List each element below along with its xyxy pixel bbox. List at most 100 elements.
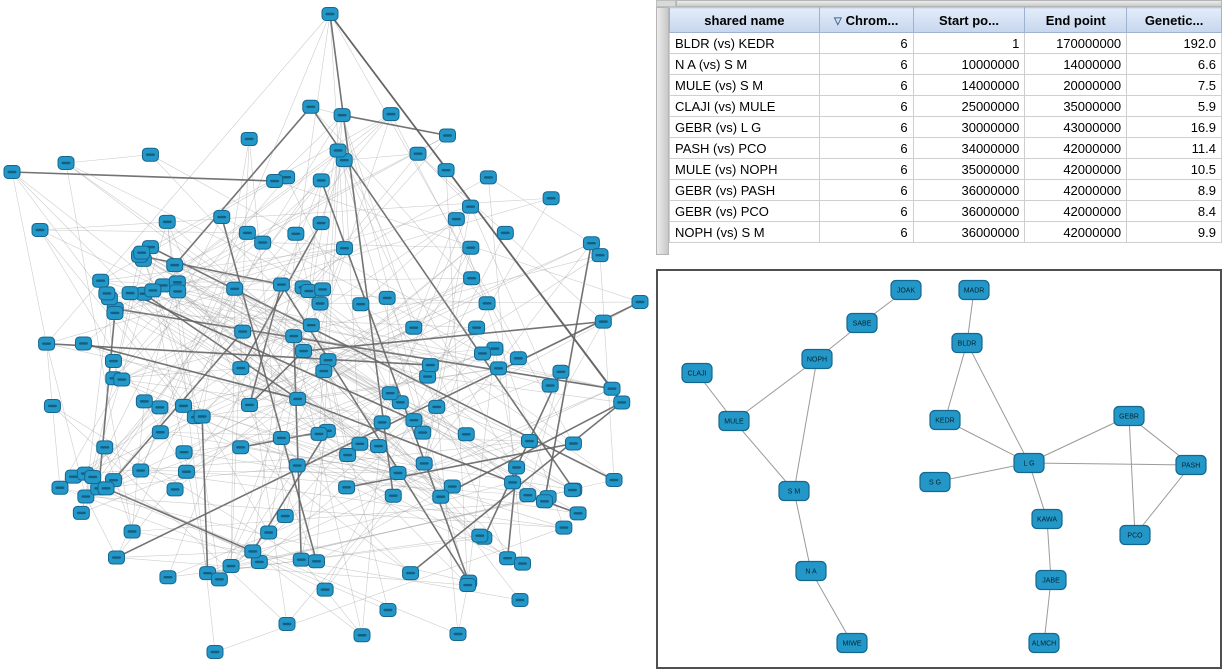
network-node[interactable] bbox=[405, 413, 423, 428]
network-node[interactable] bbox=[133, 245, 151, 260]
network-node[interactable] bbox=[603, 381, 621, 396]
network-node[interactable] bbox=[499, 551, 517, 566]
network-node[interactable] bbox=[158, 214, 176, 229]
network-node[interactable] bbox=[496, 225, 514, 240]
network-node[interactable] bbox=[166, 258, 184, 273]
table-row[interactable]: GEBR (vs) PASH 6 36000000 42000000 8.9 bbox=[669, 179, 1222, 201]
network-node[interactable] bbox=[302, 99, 320, 114]
network-node[interactable] bbox=[302, 318, 320, 333]
network-node[interactable] bbox=[72, 505, 90, 520]
edge-NA-MIWE[interactable] bbox=[810, 570, 853, 644]
table-row[interactable]: PASH (vs) PCO 6 34000000 42000000 11.4 bbox=[669, 137, 1222, 159]
network-node[interactable] bbox=[389, 465, 407, 480]
network-node[interactable] bbox=[591, 248, 609, 263]
network-node[interactable] bbox=[272, 430, 290, 445]
network-node[interactable] bbox=[289, 391, 307, 406]
network-node[interactable] bbox=[287, 226, 305, 241]
network-node[interactable] bbox=[166, 482, 184, 497]
network-node[interactable] bbox=[107, 550, 125, 565]
network-node[interactable] bbox=[222, 559, 240, 574]
network-node[interactable] bbox=[96, 440, 114, 455]
network-node[interactable] bbox=[511, 593, 529, 607]
network-node[interactable] bbox=[541, 378, 559, 393]
column-header-start-position[interactable]: Start po... bbox=[912, 7, 1026, 33]
network-node[interactable] bbox=[378, 290, 396, 305]
node-PCO[interactable]: PCO bbox=[1119, 524, 1151, 546]
network-node[interactable] bbox=[250, 554, 268, 569]
network-node[interactable] bbox=[402, 566, 420, 581]
table-horizontal-scrollbar[interactable] bbox=[676, 0, 1222, 7]
network-node[interactable] bbox=[462, 240, 480, 255]
node-MIWE[interactable]: MIWE bbox=[836, 632, 868, 654]
network-node[interactable] bbox=[226, 281, 244, 296]
table-row[interactable]: CLAJI (vs) MULE 6 25000000 35000000 5.9 bbox=[669, 95, 1222, 117]
network-node[interactable] bbox=[335, 241, 353, 256]
network-node[interactable] bbox=[535, 494, 553, 509]
network-node[interactable] bbox=[177, 464, 195, 479]
network-node[interactable] bbox=[613, 395, 631, 410]
network-node[interactable] bbox=[175, 445, 193, 460]
network-node[interactable] bbox=[123, 524, 141, 539]
network-node[interactable] bbox=[490, 361, 508, 376]
node-MADR[interactable]: MADR bbox=[958, 279, 990, 301]
node-LG[interactable]: L G bbox=[1013, 452, 1045, 474]
network-node[interactable] bbox=[520, 434, 538, 449]
node-BLDR[interactable]: BLDR bbox=[951, 332, 983, 354]
network-node[interactable] bbox=[238, 225, 256, 240]
network-node[interactable] bbox=[379, 603, 397, 617]
table-row[interactable]: GEBR (vs) L G 6 30000000 43000000 16.9 bbox=[669, 116, 1222, 138]
network-node[interactable] bbox=[563, 483, 581, 498]
network-node[interactable] bbox=[113, 372, 131, 387]
network-node[interactable] bbox=[382, 107, 400, 122]
network-node[interactable] bbox=[31, 223, 49, 237]
network-node[interactable] bbox=[449, 627, 467, 641]
network-node[interactable] bbox=[260, 525, 278, 540]
network-node[interactable] bbox=[457, 427, 475, 442]
network-node[interactable] bbox=[329, 143, 347, 158]
node-PASH[interactable]: PASH bbox=[1175, 454, 1207, 476]
node-JABE[interactable]: JABE bbox=[1035, 569, 1067, 591]
node-JOAK[interactable]: JOAK bbox=[890, 279, 922, 301]
network-node[interactable] bbox=[232, 440, 250, 455]
network-node[interactable] bbox=[479, 170, 497, 185]
network-node[interactable] bbox=[542, 191, 560, 206]
network-node[interactable] bbox=[311, 296, 329, 311]
network-node[interactable] bbox=[97, 481, 115, 496]
network-node[interactable] bbox=[213, 210, 231, 225]
network-node[interactable] bbox=[144, 283, 162, 298]
network-node[interactable] bbox=[51, 480, 69, 495]
network-node[interactable] bbox=[474, 346, 492, 361]
network-node[interactable] bbox=[310, 426, 328, 441]
network-node[interactable] bbox=[84, 469, 102, 484]
network-node[interactable] bbox=[369, 439, 387, 454]
network-node[interactable] bbox=[169, 284, 187, 299]
edge-NOPH-SM[interactable] bbox=[793, 358, 818, 492]
network-node[interactable] bbox=[564, 436, 582, 451]
network-node[interactable] bbox=[443, 479, 461, 494]
node-KAWA[interactable]: KAWA bbox=[1031, 508, 1063, 530]
edge-BLDR-KEDR[interactable] bbox=[944, 342, 968, 421]
network-node[interactable] bbox=[552, 364, 570, 379]
network-node[interactable] bbox=[43, 398, 61, 413]
network-node[interactable] bbox=[77, 489, 95, 504]
subnetwork-view[interactable]: JOAK MADR SABE NOPH BLDR CLAJI MULE KEDR GEBR L G… bbox=[658, 271, 1220, 667]
table-row[interactable]: GEBR (vs) PCO 6 36000000 42000000 8.4 bbox=[669, 200, 1222, 222]
network-node[interactable] bbox=[210, 572, 228, 587]
network-node[interactable] bbox=[276, 509, 294, 524]
edge-PASH-PCO[interactable] bbox=[1134, 464, 1192, 536]
network-node[interactable] bbox=[121, 286, 139, 301]
network-node[interactable] bbox=[555, 520, 573, 535]
network-node[interactable] bbox=[312, 216, 330, 231]
node-CLAJI[interactable]: CLAJI bbox=[681, 362, 713, 384]
network-node[interactable] bbox=[353, 628, 371, 643]
network-node[interactable] bbox=[582, 236, 600, 251]
edge-JABE-ALMCH[interactable] bbox=[1043, 579, 1052, 644]
table-row[interactable]: N A (vs) S M 6 10000000 14000000 6.6 bbox=[669, 53, 1222, 75]
network-node[interactable] bbox=[468, 320, 486, 335]
network-node[interactable] bbox=[272, 277, 290, 292]
edge-NOPH-MULE[interactable] bbox=[733, 358, 818, 422]
network-node[interactable] bbox=[605, 473, 623, 487]
node-NOPH[interactable]: NOPH bbox=[801, 348, 833, 370]
network-node[interactable] bbox=[405, 320, 423, 335]
network-node[interactable] bbox=[569, 506, 587, 521]
